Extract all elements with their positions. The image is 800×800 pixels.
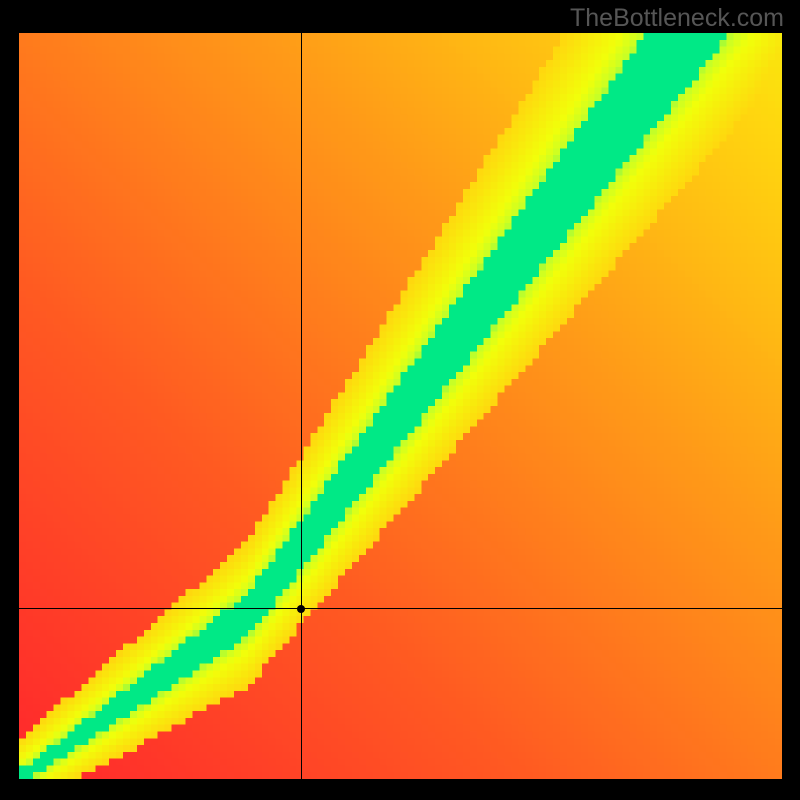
watermark-text: TheBottleneck.com	[570, 4, 784, 33]
bottleneck-heatmap	[19, 33, 782, 779]
crosshair-marker-dot	[297, 605, 305, 613]
chart-container: TheBottleneck.com	[0, 0, 800, 800]
crosshair-horizontal	[19, 608, 782, 609]
crosshair-vertical	[301, 33, 302, 779]
